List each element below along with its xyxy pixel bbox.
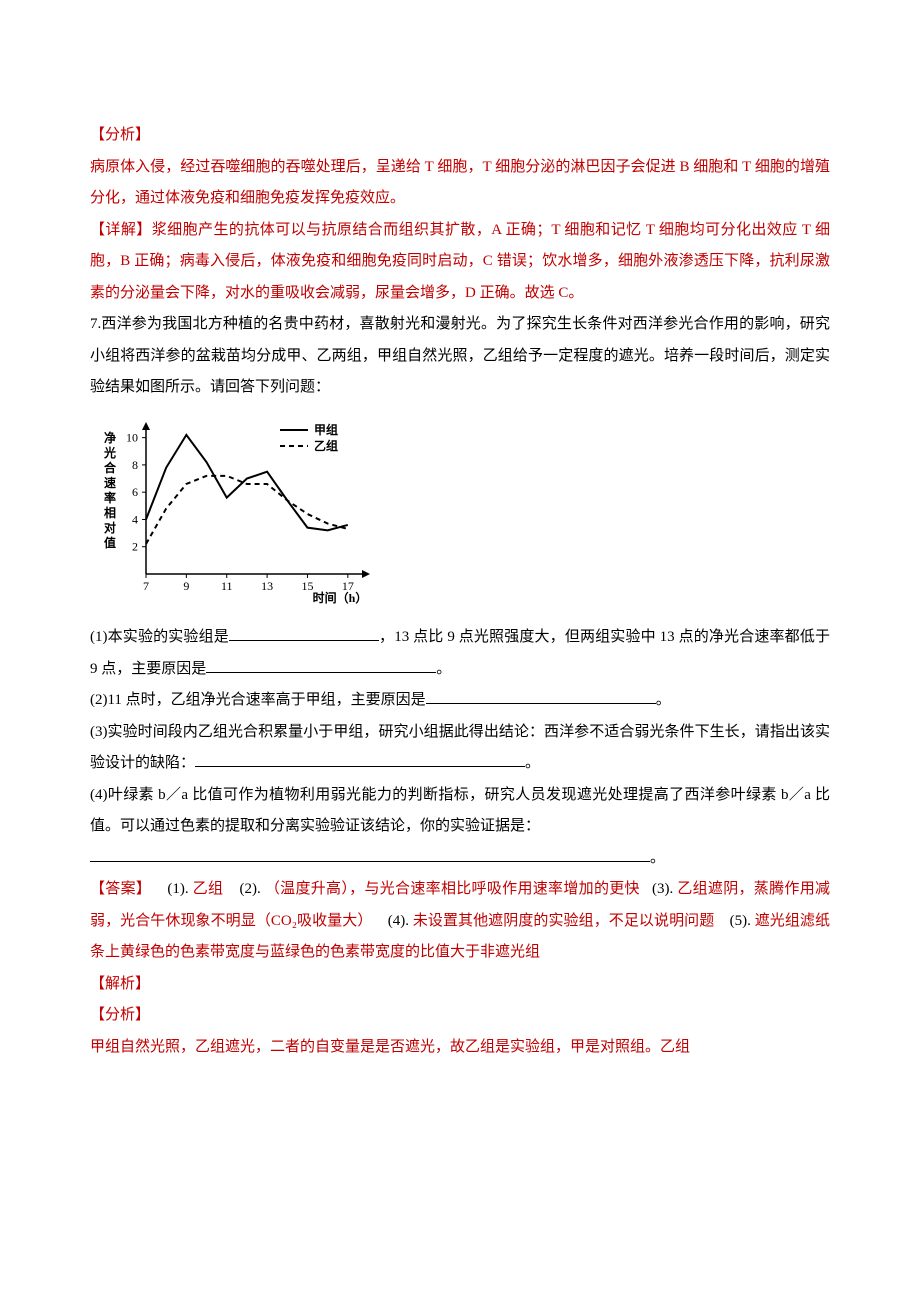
analysis-label-2: 【分析】 xyxy=(90,1000,830,1032)
analysis-text-1: 病原体入侵，经过吞噬细胞的吞噬处理后，呈递给 T 细胞，T 细胞分泌的淋巴因子会… xyxy=(90,152,830,215)
svg-text:11: 11 xyxy=(221,579,233,593)
ans1-num: (1). xyxy=(167,881,188,897)
blank-1a xyxy=(229,640,379,641)
svg-text:9: 9 xyxy=(183,579,189,593)
q2-text-a: (2)11 点时，乙组净光合速率高于甲组，主要原因是 xyxy=(90,692,426,708)
detail-label: 【详解】 xyxy=(90,222,152,238)
document-page: 【分析】 病原体入侵，经过吞噬细胞的吞噬处理后，呈递给 T 细胞，T 细胞分泌的… xyxy=(0,0,920,1302)
q1-text-a: (1)本实验的实验组是 xyxy=(90,629,229,645)
ans4-num: (4). xyxy=(388,913,409,929)
blank-3 xyxy=(195,766,525,767)
q1-text-c: 。 xyxy=(436,661,451,677)
line-chart: 2468107911131517时间（h）净光合速率相对值甲组乙组 xyxy=(90,414,380,617)
detail-block-1: 【详解】浆细胞产生的抗体可以与抗原结合而组织其扩散，A 正确；T 细胞和记忆 T… xyxy=(90,215,830,310)
blank-4 xyxy=(90,861,650,862)
ans2-num: (2). xyxy=(240,881,261,897)
svg-text:10: 10 xyxy=(126,430,138,444)
chart-svg: 2468107911131517时间（h）净光合速率相对值甲组乙组 xyxy=(90,414,380,604)
svg-text:对: 对 xyxy=(104,520,116,535)
svg-text:13: 13 xyxy=(261,579,273,593)
q2-text-b: 。 xyxy=(656,692,671,708)
q4-text-a: (4)叶绿素 b／a 比值可作为植物利用弱光能力的判断指标，研究人员发现遮光处理… xyxy=(90,787,830,835)
answer-label: 【答案】 xyxy=(90,881,151,897)
q4-text-b: 。 xyxy=(650,850,665,866)
explain-label: 【解析】 xyxy=(90,969,830,1001)
svg-text:相: 相 xyxy=(104,505,116,520)
svg-text:速: 速 xyxy=(104,475,116,490)
question-7-intro: 7.西洋参为我国北方种植的名贵中药材，喜散射光和漫射光。为了探究生长条件对西洋参… xyxy=(90,309,830,404)
blank-1b xyxy=(206,672,436,673)
svg-text:8: 8 xyxy=(132,457,138,471)
svg-text:时间（h）: 时间（h） xyxy=(313,590,368,604)
question-2: (2)11 点时，乙组净光合速率高于甲组，主要原因是 。 xyxy=(90,685,830,717)
q3-text-a: (3)实验时间段内乙组光合积累量小于甲组，研究小组据此得出结论：西洋参不适合弱光… xyxy=(90,724,830,772)
svg-text:15: 15 xyxy=(301,579,313,593)
svg-text:6: 6 xyxy=(132,485,138,499)
blank-2 xyxy=(426,703,656,704)
svg-text:光: 光 xyxy=(103,445,116,460)
question-1: (1)本实验的实验组是，13 点比 9 点光照强度大，但两组实验中 13 点的净… xyxy=(90,622,830,685)
answer-block: 【答案】 (1). 乙组 (2). （温度升高），与光合速率相比呼吸作用速率增加… xyxy=(90,874,830,969)
svg-text:合: 合 xyxy=(104,460,117,475)
svg-text:率: 率 xyxy=(104,490,116,505)
svg-text:7: 7 xyxy=(143,579,149,593)
analysis-text-2: 甲组自然光照，乙组遮光，二者的自变量是是否遮光，故乙组是实验组，甲是对照组。乙组 xyxy=(90,1032,830,1064)
q3-text-b: 。 xyxy=(525,755,540,771)
detail-text-1: 浆细胞产生的抗体可以与抗原结合而组织其扩散，A 正确；T 细胞和记忆 T 细胞均… xyxy=(90,222,830,301)
svg-text:值: 值 xyxy=(104,535,116,550)
question-3: (3)实验时间段内乙组光合积累量小于甲组，研究小组据此得出结论：西洋参不适合弱光… xyxy=(90,717,830,780)
ans3-num: (3). xyxy=(652,881,673,897)
analysis-label-1: 【分析】 xyxy=(90,120,830,152)
ans5-num: (5). xyxy=(730,913,751,929)
svg-text:4: 4 xyxy=(132,512,138,526)
question-4: (4)叶绿素 b／a 比值可作为植物利用弱光能力的判断指标，研究人员发现遮光处理… xyxy=(90,780,830,843)
question-4-blank-line: 。 xyxy=(90,843,830,875)
ans1-val: 乙组 xyxy=(193,881,224,897)
svg-text:净: 净 xyxy=(104,430,116,445)
ans2-val: （温度升高），与光合速率相比呼吸作用速率增加的更快 xyxy=(265,881,640,897)
ans4-val: 未设置其他遮阴度的实验组，不足以说明问题 xyxy=(413,913,715,929)
svg-text:乙组: 乙组 xyxy=(314,438,338,453)
svg-text:2: 2 xyxy=(132,539,138,553)
svg-text:甲组: 甲组 xyxy=(314,422,338,437)
